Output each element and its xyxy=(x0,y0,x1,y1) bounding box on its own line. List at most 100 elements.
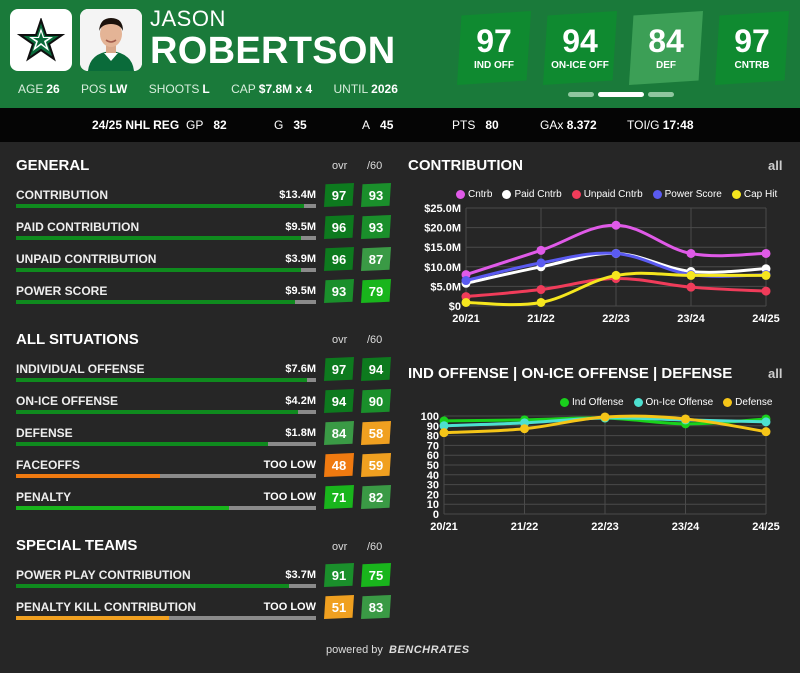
per60-column-header: /60 xyxy=(367,334,383,346)
legend-label: Paid Cntrb xyxy=(514,189,562,200)
legend-item[interactable]: Power Score xyxy=(652,189,722,200)
legend-item[interactable]: Paid Cntrb xyxy=(502,189,562,200)
toi-label: TOI/G xyxy=(627,118,660,132)
data-point[interactable] xyxy=(439,428,449,438)
ovr-badge: 51 xyxy=(324,595,354,619)
legend-swatch xyxy=(456,190,465,199)
rating-bar-track xyxy=(16,204,316,208)
ovr-badge: 48 xyxy=(324,453,354,477)
player-last-name: ROBERTSON xyxy=(150,30,396,72)
y-tick-label: 100 xyxy=(421,411,439,423)
legend-label: Defense xyxy=(735,397,773,408)
x-tick-label: 23/24 xyxy=(677,313,705,325)
rating-tile-def[interactable]: 84 DEF xyxy=(629,11,703,85)
data-point[interactable] xyxy=(681,414,690,424)
season-label: 24/25 NHL REG xyxy=(92,118,180,132)
rating-row-label: CONTRIBUTION xyxy=(16,188,108,202)
data-point[interactable] xyxy=(520,424,529,434)
player-first-name: JASON xyxy=(150,6,226,31)
x-tick-label: 20/21 xyxy=(430,521,458,533)
pager-dot[interactable] xyxy=(568,92,594,97)
footer-prefix: powered by xyxy=(326,644,383,656)
per60-badge: 90 xyxy=(361,389,391,413)
data-point[interactable] xyxy=(761,427,771,437)
rating-row[interactable]: UNPAID CONTRIBUTION $3.9M 96 87 xyxy=(16,247,396,282)
rating-row[interactable]: PENALTY KILL CONTRIBUTION TOO LOW 51 83 xyxy=(16,595,396,630)
legend-item[interactable]: Cntrb xyxy=(456,189,492,200)
data-point[interactable] xyxy=(536,245,546,255)
rating-row[interactable]: FACEOFFS TOO LOW 48 59 xyxy=(16,453,396,488)
footer-brand[interactable]: BENCHRATES xyxy=(389,644,470,656)
legend-swatch xyxy=(652,190,662,199)
rating-row-label: INDIVIDUAL OFFENSE xyxy=(16,362,145,376)
rating-row[interactable]: DEFENSE $1.8M 84 58 xyxy=(16,421,396,456)
rating-tile-cntrb[interactable]: 97 CNTRB xyxy=(715,11,789,85)
per60-badge: 75 xyxy=(361,563,391,587)
data-point[interactable] xyxy=(686,282,696,292)
data-point[interactable] xyxy=(761,417,771,427)
per60-column-header: /60 xyxy=(367,160,383,172)
rating-row[interactable]: CONTRIBUTION $13.4M 97 93 xyxy=(16,183,396,218)
rating-tile-on-ice-off[interactable]: 94 ON-ICE OFF xyxy=(543,11,617,85)
rating-row[interactable]: POWER SCORE $9.5M 93 79 xyxy=(16,279,396,314)
rating-row[interactable]: PAID CONTRIBUTION $9.5M 96 93 xyxy=(16,215,396,250)
g-label: G xyxy=(274,118,284,132)
player-bio: AGE 26 POS LW SHOOTS L CAP $7.8M x 4 UNTIL 20… xyxy=(18,82,416,96)
y-tick-label: 0 xyxy=(433,509,439,521)
legend-swatch xyxy=(502,190,512,199)
data-point[interactable] xyxy=(536,297,546,307)
data-point[interactable] xyxy=(439,421,449,431)
data-point[interactable] xyxy=(761,286,771,296)
rating-bar-track xyxy=(16,268,316,272)
legend-item[interactable]: On-Ice Offense xyxy=(633,397,713,408)
age-label: AGE xyxy=(18,82,44,96)
offense-defense-all-link[interactable]: all xyxy=(768,366,783,381)
y-tick-label: $25.0M xyxy=(424,203,461,215)
data-point[interactable] xyxy=(536,258,546,268)
data-point[interactable] xyxy=(686,270,696,280)
section-title: ALL SITUATIONS xyxy=(16,331,139,348)
rating-row[interactable]: ON-ICE OFFENSE $4.2M 94 90 xyxy=(16,389,396,424)
y-tick-label: $5.0M xyxy=(430,281,461,293)
rating-row[interactable]: PENALTY TOO LOW 71 82 xyxy=(16,485,396,520)
per60-badge: 59 xyxy=(361,453,391,477)
legend-item[interactable]: Ind Offense xyxy=(560,397,624,408)
y-tick-label: 60 xyxy=(427,450,439,462)
data-point[interactable] xyxy=(600,412,610,422)
legend-item[interactable]: Unpaid Cntrb xyxy=(571,189,643,200)
data-point[interactable] xyxy=(611,270,621,280)
data-point[interactable] xyxy=(536,285,546,295)
rating-row-value: TOO LOW xyxy=(263,491,316,503)
data-point[interactable] xyxy=(461,276,471,286)
data-point[interactable] xyxy=(611,248,621,258)
pager-dot[interactable] xyxy=(648,92,674,97)
data-point[interactable] xyxy=(686,248,696,258)
rating-row-label: POWER SCORE xyxy=(16,284,108,298)
rating-row[interactable]: POWER PLAY CONTRIBUTION $3.7M 91 75 xyxy=(16,563,396,598)
contribution-chart-title: CONTRIBUTION xyxy=(408,157,523,174)
data-point[interactable] xyxy=(761,248,771,258)
contribution-all-link[interactable]: all xyxy=(768,158,783,173)
legend-label: Ind Offense xyxy=(572,397,624,408)
x-tick-label: 22/23 xyxy=(602,313,630,325)
ovr-badge: 71 xyxy=(324,485,354,509)
data-point[interactable] xyxy=(611,220,621,230)
per60-badge: 93 xyxy=(361,183,391,207)
pager-dot-active[interactable] xyxy=(598,92,644,97)
rating-row-label: ON-ICE OFFENSE xyxy=(16,394,119,408)
rating-tile-ind-off[interactable]: 97 IND OFF xyxy=(457,11,531,85)
legend-item[interactable]: Defense xyxy=(723,397,772,408)
y-tick-label: $20.0M xyxy=(424,223,461,235)
ovr-column-header: ovr xyxy=(332,160,348,172)
offense-defense-chart-title: IND OFFENSE | ON-ICE OFFENSE | DEFENSE xyxy=(408,365,733,382)
rating-row-value: $9.5M xyxy=(285,221,316,233)
rating-label: DEF xyxy=(656,60,676,71)
data-point[interactable] xyxy=(461,297,471,307)
per60-badge: 87 xyxy=(361,247,391,271)
rating-row[interactable]: INDIVIDUAL OFFENSE $7.6M 97 94 xyxy=(16,357,396,392)
legend-item[interactable]: Cap Hit xyxy=(731,189,777,200)
rating-bar-track xyxy=(16,236,316,240)
gp-value: 82 xyxy=(213,118,227,132)
data-point[interactable] xyxy=(761,270,771,280)
y-tick-label: 70 xyxy=(427,440,439,452)
